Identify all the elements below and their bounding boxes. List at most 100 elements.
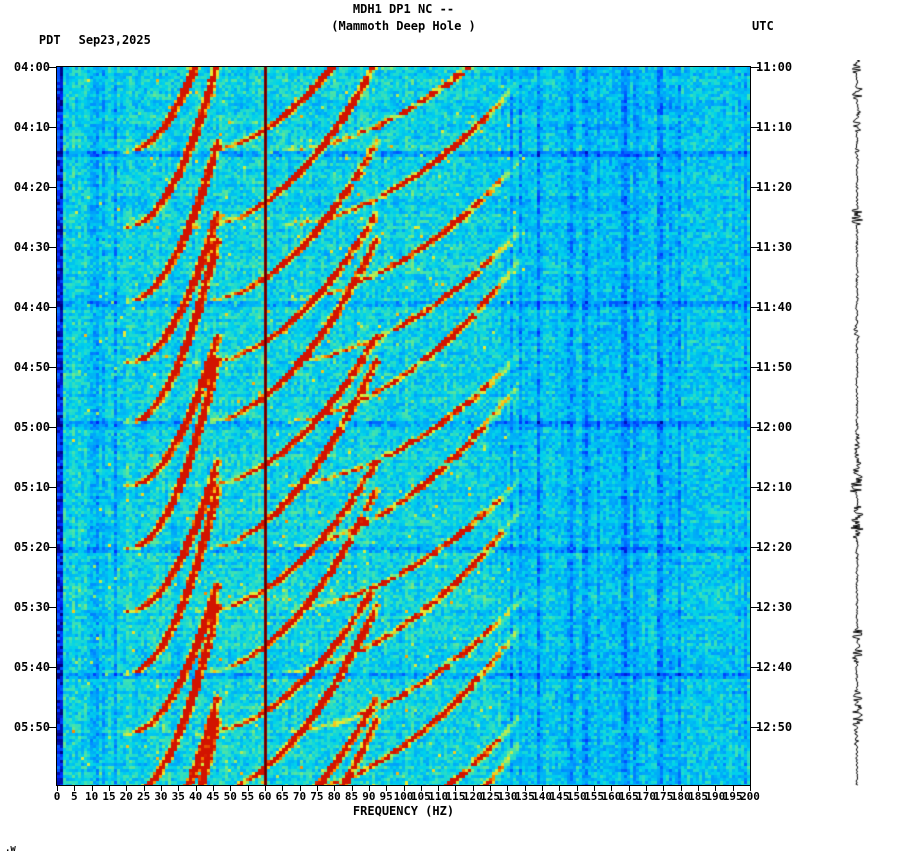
- y-tick-label-right: 12:30: [756, 600, 793, 614]
- y-tick-label-right: 11:50: [756, 360, 793, 374]
- y-tick-mark-left: [48, 67, 56, 68]
- x-tick-label: 100: [393, 790, 414, 803]
- x-tick-label: 25: [137, 790, 151, 803]
- x-tick-label: 145: [549, 790, 570, 803]
- y-tick-label-right: 12:40: [756, 660, 793, 674]
- x-tick-mark: [680, 786, 682, 791]
- y-tick-mark-right: [751, 607, 759, 608]
- y-tick-mark-left: [48, 547, 56, 548]
- x-tick-label: 15: [102, 790, 116, 803]
- x-tick-mark: [126, 786, 128, 791]
- y-tick-label-right: 11:10: [756, 120, 793, 134]
- x-tick-mark: [559, 786, 561, 791]
- date-label: Sep23,2025: [78, 33, 151, 47]
- y-tick-label-right: 11:20: [756, 180, 793, 194]
- x-tick-label: 90: [362, 790, 376, 803]
- x-tick-label: 180: [670, 790, 691, 803]
- header-left: PDT Sep23,2025: [10, 19, 151, 61]
- x-tick-mark: [403, 786, 405, 791]
- y-tick-mark-right: [751, 247, 759, 248]
- y-tick-label-left: 05:10: [13, 480, 50, 494]
- y-tick-mark-left: [48, 427, 56, 428]
- x-tick-label: 85: [344, 790, 359, 803]
- x-tick-label: 190: [705, 790, 726, 803]
- y-tick-label-left: 05:00: [13, 420, 50, 434]
- x-tick-mark: [542, 786, 544, 791]
- y-tick-label-right: 11:40: [756, 300, 793, 314]
- y-tick-label-right: 12:20: [756, 540, 793, 554]
- y-tick-mark-right: [751, 367, 759, 368]
- x-tick-label: 75: [310, 790, 324, 803]
- x-tick-mark: [334, 786, 336, 791]
- timezone-right-label: UTC: [752, 19, 774, 33]
- x-tick-mark: [507, 786, 509, 791]
- x-tick-mark: [178, 786, 180, 791]
- x-tick-mark: [472, 786, 474, 791]
- y-tick-mark-right: [751, 307, 759, 308]
- x-tick-mark: [247, 786, 249, 791]
- x-tick-label: 5: [71, 790, 78, 803]
- y-tick-label-left: 04:20: [13, 180, 50, 194]
- y-tick-mark-right: [751, 667, 759, 668]
- y-tick-label-right: 11:30: [756, 240, 793, 254]
- y-tick-label-left: 04:30: [13, 240, 50, 254]
- x-tick-mark: [368, 786, 370, 791]
- x-tick-mark: [715, 786, 717, 791]
- x-tick-mark: [646, 786, 648, 791]
- x-tick-mark: [628, 786, 630, 791]
- x-tick-mark: [57, 786, 58, 791]
- y-tick-mark-right: [751, 727, 759, 728]
- x-tick-label: 160: [601, 790, 622, 803]
- x-tick-label: 200: [740, 790, 760, 803]
- timezone-left-label: PDT: [38, 33, 61, 47]
- x-axis-title: FREQUENCY (HZ): [352, 804, 455, 818]
- y-tick-label-left: 05:40: [13, 660, 50, 674]
- x-tick-label: 125: [480, 790, 501, 803]
- y-tick-mark-left: [48, 667, 56, 668]
- x-tick-label: 95: [379, 790, 393, 803]
- y-tick-mark-right: [751, 487, 759, 488]
- x-tick-label: 70: [292, 790, 307, 803]
- x-tick-mark: [455, 786, 457, 791]
- x-tick-mark: [195, 786, 197, 791]
- x-tick-mark: [420, 786, 422, 791]
- x-tick-mark: [576, 786, 578, 791]
- seismogram-trace-canvas: [844, 60, 872, 786]
- x-tick-mark: [282, 786, 284, 791]
- y-tick-label-left: 05:20: [13, 540, 50, 554]
- y-tick-mark-left: [48, 127, 56, 128]
- x-tick-mark: [438, 786, 440, 791]
- x-tick-mark: [386, 786, 388, 791]
- x-tick-label: 105: [410, 790, 431, 803]
- y-tick-label-right: 12:00: [756, 420, 793, 434]
- x-tick-label: 35: [171, 790, 185, 803]
- x-tick-mark: [299, 786, 301, 791]
- x-tick-label: 55: [240, 790, 255, 803]
- y-tick-mark-left: [48, 187, 56, 188]
- x-tick-mark: [316, 786, 318, 791]
- x-tick-label: 50: [223, 790, 237, 803]
- x-tick-mark: [264, 786, 266, 791]
- y-tick-mark-left: [48, 367, 56, 368]
- x-tick-mark: [74, 786, 76, 791]
- x-tick-label: 60: [258, 790, 272, 803]
- x-tick-label: 0: [53, 790, 61, 803]
- y-tick-label-left: 04:10: [13, 120, 50, 134]
- x-tick-mark: [594, 786, 596, 791]
- spectrogram-canvas: [57, 67, 750, 785]
- x-tick-mark: [108, 786, 110, 791]
- y-tick-mark-right: [751, 427, 759, 428]
- x-tick-label: 150: [566, 790, 587, 803]
- x-tick-label: 110: [428, 790, 449, 803]
- x-tick-mark: [230, 786, 232, 791]
- y-tick-label-left: 04:50: [13, 360, 50, 374]
- x-tick-mark: [91, 786, 93, 791]
- y-tick-mark-left: [48, 247, 56, 248]
- x-tick-mark: [732, 786, 734, 791]
- x-tick-label: 140: [532, 790, 553, 803]
- x-tick-label: 80: [327, 790, 341, 803]
- x-tick-label: 155: [584, 790, 604, 803]
- x-tick-mark: [524, 786, 526, 791]
- y-tick-mark-right: [751, 127, 759, 128]
